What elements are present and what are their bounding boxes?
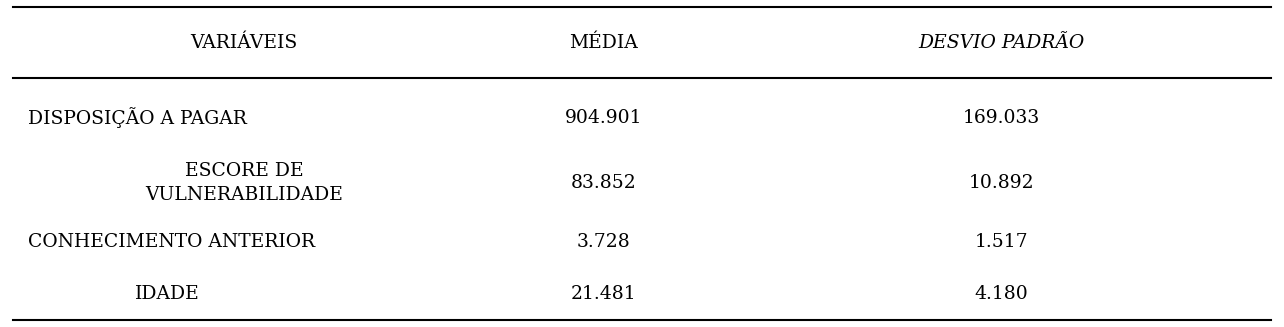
Text: VARIÁVEIS: VARIÁVEIS bbox=[190, 33, 298, 52]
Text: ESCORE DE
VULNERABILIDADE: ESCORE DE VULNERABILIDADE bbox=[145, 162, 343, 204]
Text: DESVIO PADRÃO: DESVIO PADRÃO bbox=[918, 33, 1085, 52]
Text: 10.892: 10.892 bbox=[968, 174, 1035, 192]
Text: 169.033: 169.033 bbox=[963, 109, 1040, 127]
Text: MÉDIA: MÉDIA bbox=[569, 33, 638, 52]
Text: 4.180: 4.180 bbox=[975, 285, 1028, 303]
Text: CONHECIMENTO ANTERIOR: CONHECIMENTO ANTERIOR bbox=[28, 233, 316, 251]
Text: 904.901: 904.901 bbox=[565, 109, 642, 127]
Text: DISPOSIÇÃO A PAGAR: DISPOSIÇÃO A PAGAR bbox=[28, 107, 247, 128]
Text: IDADE: IDADE bbox=[135, 285, 199, 303]
Text: 21.481: 21.481 bbox=[570, 285, 637, 303]
Text: 3.728: 3.728 bbox=[577, 233, 630, 251]
Text: 83.852: 83.852 bbox=[570, 174, 637, 192]
Text: 1.517: 1.517 bbox=[975, 233, 1028, 251]
